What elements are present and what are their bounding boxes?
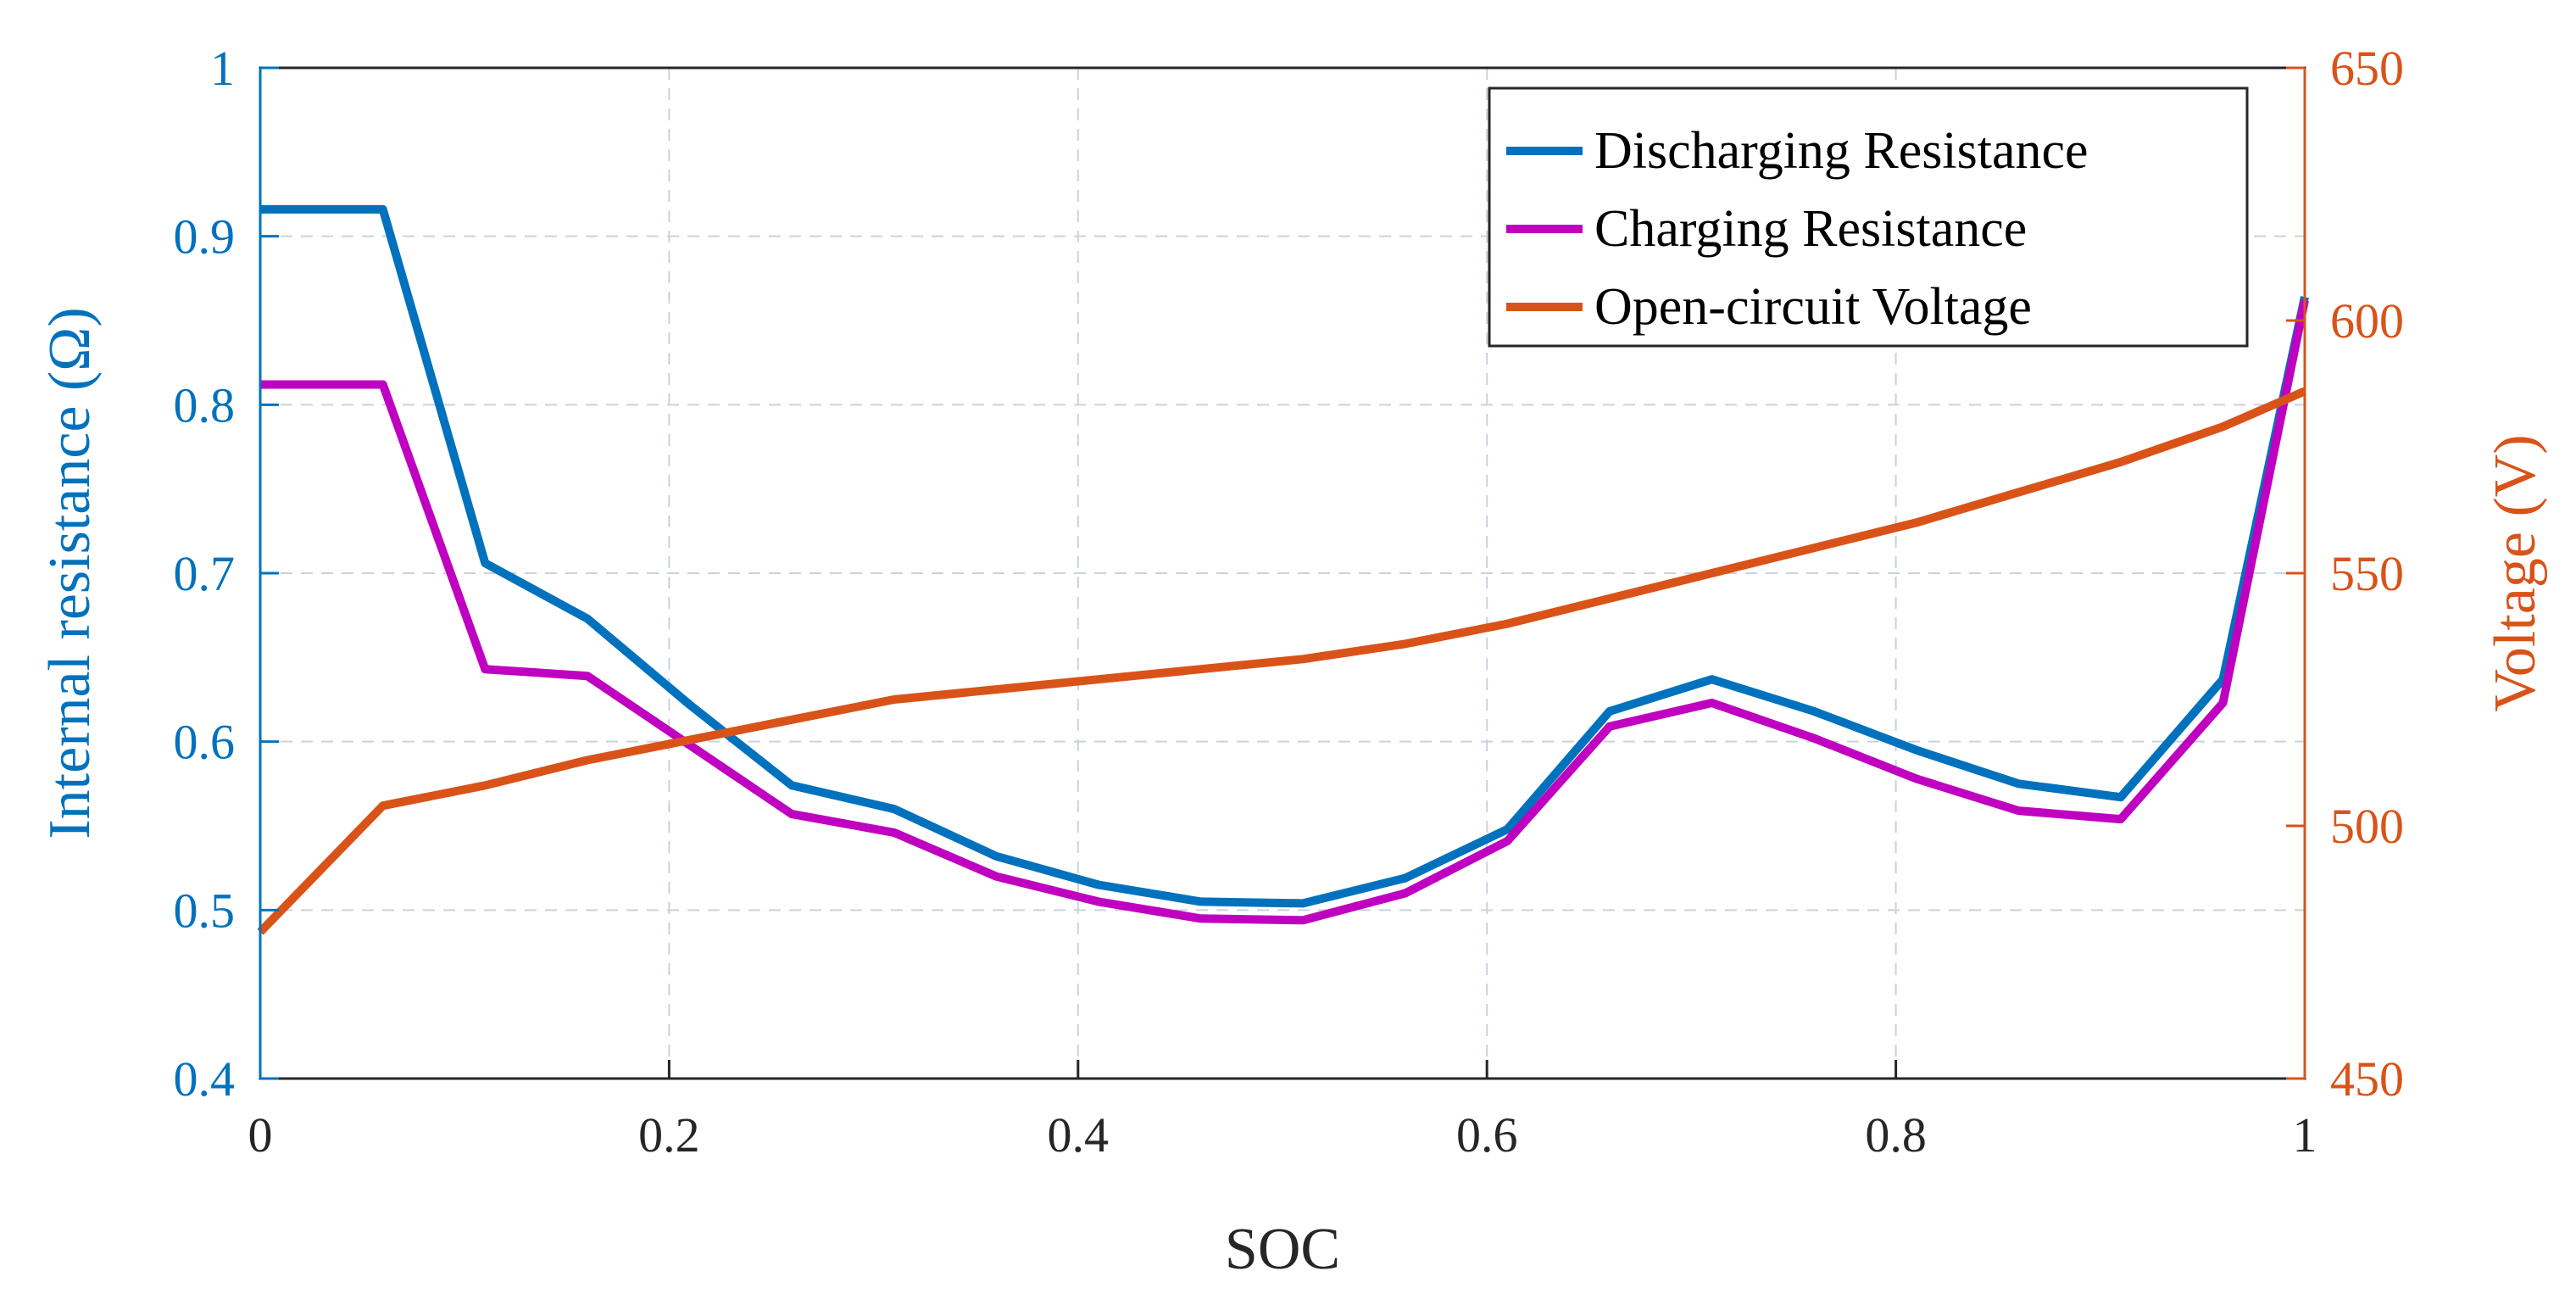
y-right-tick-label: 500 xyxy=(2330,799,2404,854)
series-line-discharging-resistance xyxy=(260,204,2309,908)
x-tick-label: 1 xyxy=(2293,1107,2317,1162)
legend: Discharging Resistance Charging Resistanc… xyxy=(1488,86,2249,348)
x-tick-label: 0.8 xyxy=(1865,1107,1927,1162)
y-left-tick-label: 1 xyxy=(210,41,235,96)
legend-label: Discharging Resistance xyxy=(1594,122,2089,180)
series-line-open-circuit-voltage xyxy=(257,387,2306,935)
legend-box xyxy=(1488,86,2249,348)
series-layer xyxy=(257,204,2309,935)
y-left-tick-label: 0.8 xyxy=(174,377,236,432)
series-line-charging-resistance xyxy=(260,299,2309,925)
y-left-tick-label: 0.4 xyxy=(174,1051,236,1107)
y-left-axis-title: Internal resistance (Ω) xyxy=(37,307,103,839)
y-right-tick-label: 450 xyxy=(2330,1051,2404,1107)
ticks: 0 0.2 0.4 0.6 0.8 10.40.50.60.70.80.914505005… xyxy=(174,41,2405,1162)
x-tick-label: 0.4 xyxy=(1048,1107,1110,1162)
x-tick-label: 0.2 xyxy=(638,1107,700,1162)
y-right-tick-label: 600 xyxy=(2330,293,2404,348)
y-left-tick-label: 0.6 xyxy=(174,715,236,770)
x-tick-label: 0 xyxy=(248,1107,273,1162)
y-left-tick-label: 0.9 xyxy=(174,209,236,265)
y-left-tick-label: 0.7 xyxy=(174,546,236,601)
y-left-tick-label: 0.5 xyxy=(174,883,236,938)
x-tick-label: 0.6 xyxy=(1456,1107,1518,1162)
y-right-axis-title: Voltage (V) xyxy=(2483,434,2548,711)
y-right-tick-label: 650 xyxy=(2330,41,2404,96)
y-right-tick-label: 550 xyxy=(2330,546,2404,601)
legend-label: Charging Resistance xyxy=(1594,200,2027,258)
legend-label: Open-circuit Voltage xyxy=(1594,278,2032,336)
x-axis-title: SOC xyxy=(1225,1217,1340,1282)
